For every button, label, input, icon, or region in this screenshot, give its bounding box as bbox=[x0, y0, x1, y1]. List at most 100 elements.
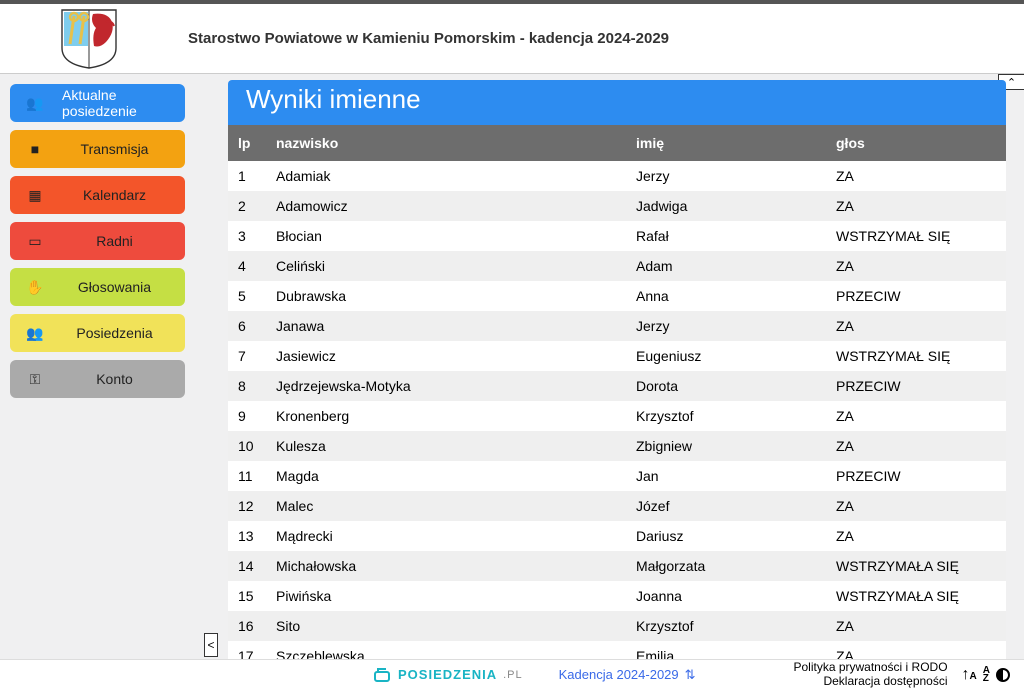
term-selector[interactable]: Kadencja 2024-2029 ⇅ bbox=[559, 667, 696, 683]
cell-lp: 3 bbox=[228, 221, 266, 251]
table-row: 10KuleszaZbigniewZA bbox=[228, 431, 1006, 461]
cell-firstname: Krzysztof bbox=[626, 401, 826, 431]
cell-lp: 12 bbox=[228, 491, 266, 521]
cell-lp: 5 bbox=[228, 281, 266, 311]
cell-surname: Magda bbox=[266, 461, 626, 491]
brand-text: POSIEDZENIA bbox=[398, 667, 497, 682]
table-row: 4CelińskiAdamZA bbox=[228, 251, 1006, 281]
sidebar-item-label: Transmisja bbox=[58, 141, 171, 157]
table-header-row: lp nazwisko imię głos bbox=[228, 125, 1006, 161]
cell-lp: 14 bbox=[228, 551, 266, 581]
cell-firstname: Krzysztof bbox=[626, 611, 826, 641]
collapse-tab[interactable]: < bbox=[204, 633, 218, 657]
cell-vote: ZA bbox=[826, 431, 1006, 461]
sidebar: 👥 Aktualne posiedzenie ■ Transmisja ▦Kalenda… bbox=[0, 74, 200, 659]
cell-vote: ZA bbox=[826, 611, 1006, 641]
header: Starostwo Powiatowe w Kamieniu Pomorskim… bbox=[0, 4, 1024, 74]
cell-firstname: Eugeniusz bbox=[626, 341, 826, 371]
cell-lp: 7 bbox=[228, 341, 266, 371]
sidebar-item-1[interactable]: ■ Transmisja bbox=[10, 130, 185, 168]
cell-firstname: Jerzy bbox=[626, 311, 826, 341]
camera-icon: ■ bbox=[24, 141, 46, 157]
cell-firstname: Dorota bbox=[626, 371, 826, 401]
cell-lp: 10 bbox=[228, 431, 266, 461]
cell-firstname: Joanna bbox=[626, 581, 826, 611]
cell-surname: Piwińska bbox=[266, 581, 626, 611]
cell-surname: Kronenberg bbox=[266, 401, 626, 431]
panel-title: Wyniki imienne bbox=[228, 80, 1006, 125]
cell-vote: ZA bbox=[826, 401, 1006, 431]
table-row: 5DubrawskaAnnaPRZECIW bbox=[228, 281, 1006, 311]
footer-links: Polityka prywatności i RODO Deklaracja d… bbox=[793, 661, 947, 689]
cell-firstname: Jadwiga bbox=[626, 191, 826, 221]
table-row: 11MagdaJanPRZECIW bbox=[228, 461, 1006, 491]
calendar-icon: ▦ bbox=[24, 187, 46, 204]
cell-surname: Malec bbox=[266, 491, 626, 521]
table-row: 17SzczeblewskaEmiliaZA bbox=[228, 641, 1006, 659]
cell-vote: PRZECIW bbox=[826, 281, 1006, 311]
contrast-toggle[interactable] bbox=[996, 668, 1010, 682]
cell-firstname: Adam bbox=[626, 251, 826, 281]
cell-vote: ZA bbox=[826, 521, 1006, 551]
cell-firstname: Dariusz bbox=[626, 521, 826, 551]
cell-lp: 1 bbox=[228, 161, 266, 191]
table-row: 15PiwińskaJoannaWSTRZYMAŁA SIĘ bbox=[228, 581, 1006, 611]
term-label: Kadencja 2024-2029 bbox=[559, 667, 679, 682]
people-icon: 👥 bbox=[24, 95, 46, 112]
cell-vote: ZA bbox=[826, 641, 1006, 659]
privacy-link[interactable]: Polityka prywatności i RODO bbox=[793, 661, 947, 675]
table-row: 3BłocianRafałWSTRZYMAŁ SIĘ bbox=[228, 221, 1006, 251]
people-icon: 👥 bbox=[24, 325, 46, 342]
sidebar-item-label: Konto bbox=[58, 371, 171, 387]
cell-firstname: Jan bbox=[626, 461, 826, 491]
cell-vote: ZA bbox=[826, 251, 1006, 281]
cell-vote: WSTRZYMAŁ SIĘ bbox=[826, 341, 1006, 371]
header-title: Starostwo Powiatowe w Kamieniu Pomorskim… bbox=[188, 30, 669, 47]
cell-vote: WSTRZYMAŁ SIĘ bbox=[826, 221, 1006, 251]
sidebar-item-5[interactable]: 👥Posiedzenia bbox=[10, 314, 185, 352]
col-name[interactable]: imię bbox=[626, 125, 826, 161]
cell-vote: ZA bbox=[826, 491, 1006, 521]
cell-surname: Szczeblewska bbox=[266, 641, 626, 659]
cell-lp: 13 bbox=[228, 521, 266, 551]
sidebar-item-3[interactable]: ▭Radni bbox=[10, 222, 185, 260]
table-row: 8Jędrzejewska-MotykaDorotaPRZECIW bbox=[228, 371, 1006, 401]
brand-logo[interactable]: POSIEDZENIA.PL bbox=[374, 667, 523, 682]
updown-icon: ⇅ bbox=[685, 667, 696, 683]
cell-firstname: Emilia bbox=[626, 641, 826, 659]
table-row: 13MądreckiDariuszZA bbox=[228, 521, 1006, 551]
results-table: lp nazwisko imię głos 1AdamiakJerzyZA2Ad… bbox=[228, 125, 1006, 659]
sidebar-item-label: Aktualne posiedzenie bbox=[62, 87, 171, 119]
cell-vote: PRZECIW bbox=[826, 371, 1006, 401]
col-surname[interactable]: nazwisko bbox=[266, 125, 626, 161]
cell-surname: Mądrecki bbox=[266, 521, 626, 551]
col-lp[interactable]: lp bbox=[228, 125, 266, 161]
sidebar-item-6[interactable]: ⚿ Konto bbox=[10, 360, 185, 398]
cell-lp: 8 bbox=[228, 371, 266, 401]
crest-logo bbox=[60, 8, 118, 70]
table-row: 2AdamowiczJadwigaZA bbox=[228, 191, 1006, 221]
sidebar-item-0[interactable]: 👥 Aktualne posiedzenie bbox=[10, 84, 185, 122]
key-icon: ⚿ bbox=[24, 371, 46, 388]
cell-surname: Sito bbox=[266, 611, 626, 641]
accessibility-link[interactable]: Deklaracja dostępności bbox=[793, 675, 947, 689]
id-card-icon: ▭ bbox=[24, 233, 46, 250]
cell-vote: ZA bbox=[826, 311, 1006, 341]
footer: POSIEDZENIA.PL Kadencja 2024-2029 ⇅ Poli… bbox=[0, 659, 1024, 689]
sidebar-item-4[interactable]: ✋ Głosowania bbox=[10, 268, 185, 306]
cell-firstname: Józef bbox=[626, 491, 826, 521]
cell-surname: Adamiak bbox=[266, 161, 626, 191]
sidebar-item-2[interactable]: ▦Kalendarz bbox=[10, 176, 185, 214]
cell-vote: WSTRZYMAŁA SIĘ bbox=[826, 551, 1006, 581]
table-row: 16SitoKrzysztofZA bbox=[228, 611, 1006, 641]
font-size-toggle[interactable]: ↑A bbox=[962, 666, 977, 684]
table-row: 12MalecJózefZA bbox=[228, 491, 1006, 521]
sidebar-item-label: Głosowania bbox=[58, 279, 171, 295]
col-vote[interactable]: głos bbox=[826, 125, 1006, 161]
hand-icon: ✋ bbox=[24, 279, 46, 296]
cell-surname: Dubrawska bbox=[266, 281, 626, 311]
cell-lp: 2 bbox=[228, 191, 266, 221]
cell-surname: Celiński bbox=[266, 251, 626, 281]
cell-firstname: Jerzy bbox=[626, 161, 826, 191]
cell-lp: 9 bbox=[228, 401, 266, 431]
